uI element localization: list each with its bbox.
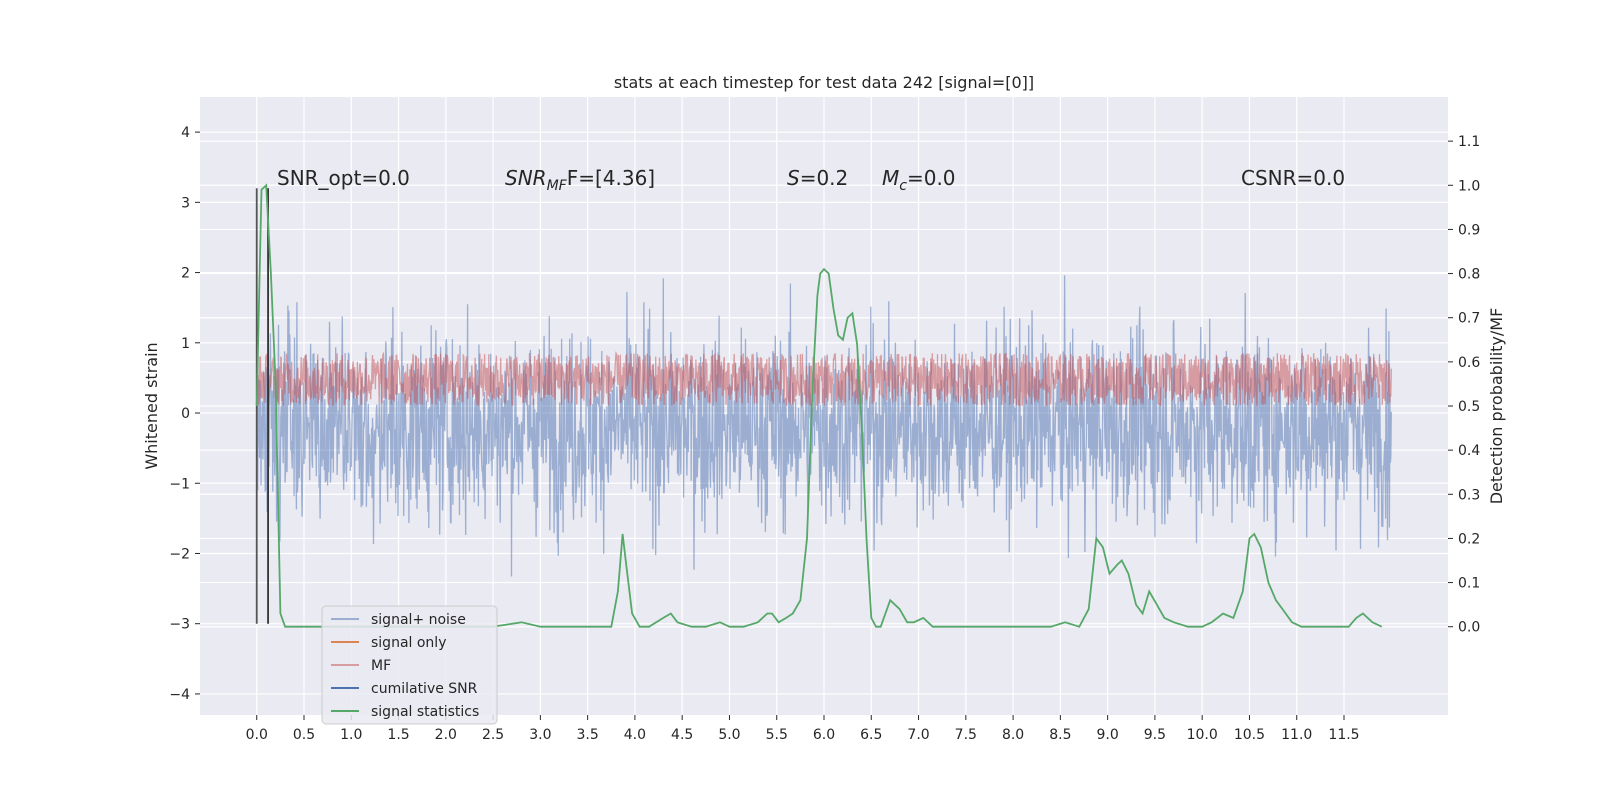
x-tick-label: 5.0 (718, 727, 740, 743)
y-tick-label: −1 (169, 476, 190, 492)
legend-label: cumilative SNR (371, 681, 478, 697)
legend-items: signal+ noise signal only MF cumilative SNR… (331, 612, 479, 720)
y2-axis-label: Detection probability/MF (1487, 308, 1506, 505)
y2-tick-label: 0.6 (1458, 355, 1480, 371)
legend-label: signal only (371, 635, 446, 651)
x-tick-label: 11.5 (1328, 727, 1359, 743)
annotation-snr-mf-main: SNR (505, 166, 547, 190)
annotation-mc: Mc=0.0 (882, 166, 956, 194)
chart-title: stats at each timestep for test data 242… (614, 73, 1034, 92)
y-axis-label: Whitened strain (142, 342, 161, 469)
series-signal-statistics (255, 183, 1383, 628)
annotation-snr-opt: SNR_opt=0.0 (277, 166, 410, 190)
x-tick-label: 2.0 (435, 727, 457, 743)
annotation-s-value: =0.2 (800, 166, 849, 190)
y2-tick-label: 0.0 (1458, 620, 1480, 636)
x-tick-label: 6.5 (860, 727, 882, 743)
x-tick-label: 3.0 (529, 727, 551, 743)
x-tick-label: 8.5 (1049, 727, 1071, 743)
y2-tick-label: 1.1 (1458, 134, 1480, 150)
x-tick-label: 4.0 (624, 727, 646, 743)
x-tick-label: 0.5 (293, 727, 315, 743)
y-tick-label: −2 (169, 546, 190, 562)
y-tick-label: 0 (181, 406, 190, 422)
y-tick-label: 1 (181, 336, 190, 352)
x-tick-label: 9.0 (1097, 727, 1119, 743)
y-axis-left: 4 3 2 1 0 −1 −2 −3 −4 (169, 125, 200, 703)
x-tick-label: 10.0 (1187, 727, 1218, 743)
series-signal-noise (256, 275, 1392, 577)
y-tick-label: −3 (169, 617, 190, 633)
x-tick-label: 2.5 (482, 727, 504, 743)
x-tick-label: 9.5 (1144, 727, 1166, 743)
legend-label: MF (371, 658, 391, 674)
y-tick-label: 2 (181, 266, 190, 282)
y-tick-label: −4 (169, 687, 190, 703)
y2-tick-label: 0.7 (1458, 311, 1480, 327)
x-tick-label: 4.5 (671, 727, 693, 743)
y2-tick-label: 0.8 (1458, 267, 1480, 283)
x-tick-label: 0.0 (246, 727, 268, 743)
y2-tick-label: 0.9 (1458, 222, 1480, 238)
annotation-snr-mf-value: F=[4.36] (567, 166, 655, 190)
x-tick-label: 10.5 (1234, 727, 1265, 743)
y-tick-label: 3 (181, 195, 190, 211)
x-tick-label: 3.5 (577, 727, 599, 743)
annotation-mc-sub: c (899, 178, 907, 194)
y-axis-right: 1.1 1.0 0.9 0.8 0.7 0.6 0.5 0.4 0.3 0.2 0.1 0.0 (1448, 134, 1480, 636)
legend-label: signal+ noise (371, 612, 466, 628)
legend: signal+ noise signal only MF cumilative SNR… (321, 605, 498, 725)
legend-box (321, 605, 498, 725)
series-mf (256, 351, 1392, 407)
annotation-s: S=0.2 (787, 166, 848, 190)
annotation-snr-mf: SNRMFF=[4.36] (505, 166, 655, 194)
y-tick-label: 4 (181, 125, 190, 141)
y2-tick-label: 1.0 (1458, 178, 1480, 194)
annotation-snr-mf-sub: MF (547, 178, 568, 194)
x-axis: 0.0 0.5 1.0 1.5 2.0 2.5 3.0 3.5 4.0 4.5 5.0 5.5 6.0 6… (246, 715, 1360, 743)
x-tick-label: 11.0 (1281, 727, 1312, 743)
legend-label: signal statistics (371, 704, 479, 720)
x-tick-label: 6.0 (813, 727, 835, 743)
y2-tick-label: 0.2 (1458, 531, 1480, 547)
annotation-mc-value: =0.0 (907, 166, 956, 190)
y2-tick-label: 0.4 (1458, 443, 1480, 459)
x-tick-label: 5.5 (766, 727, 788, 743)
mf-line (256, 351, 1392, 407)
x-tick-label: 1.5 (387, 727, 409, 743)
y2-tick-label: 0.1 (1458, 576, 1480, 592)
noise-line (256, 275, 1392, 577)
annotation-mc-main: M (882, 166, 899, 190)
signal-statistics-line (255, 183, 1383, 628)
annotation-s-main: S (787, 166, 800, 190)
x-tick-label: 7.0 (907, 727, 929, 743)
x-tick-label: 8.0 (1002, 727, 1024, 743)
annotation-csnr: CSNR=0.0 (1241, 166, 1345, 190)
x-tick-label: 7.5 (955, 727, 977, 743)
y2-tick-label: 0.5 (1458, 399, 1480, 415)
x-tick-label: 1.0 (340, 727, 362, 743)
y2-tick-label: 0.3 (1458, 487, 1480, 503)
